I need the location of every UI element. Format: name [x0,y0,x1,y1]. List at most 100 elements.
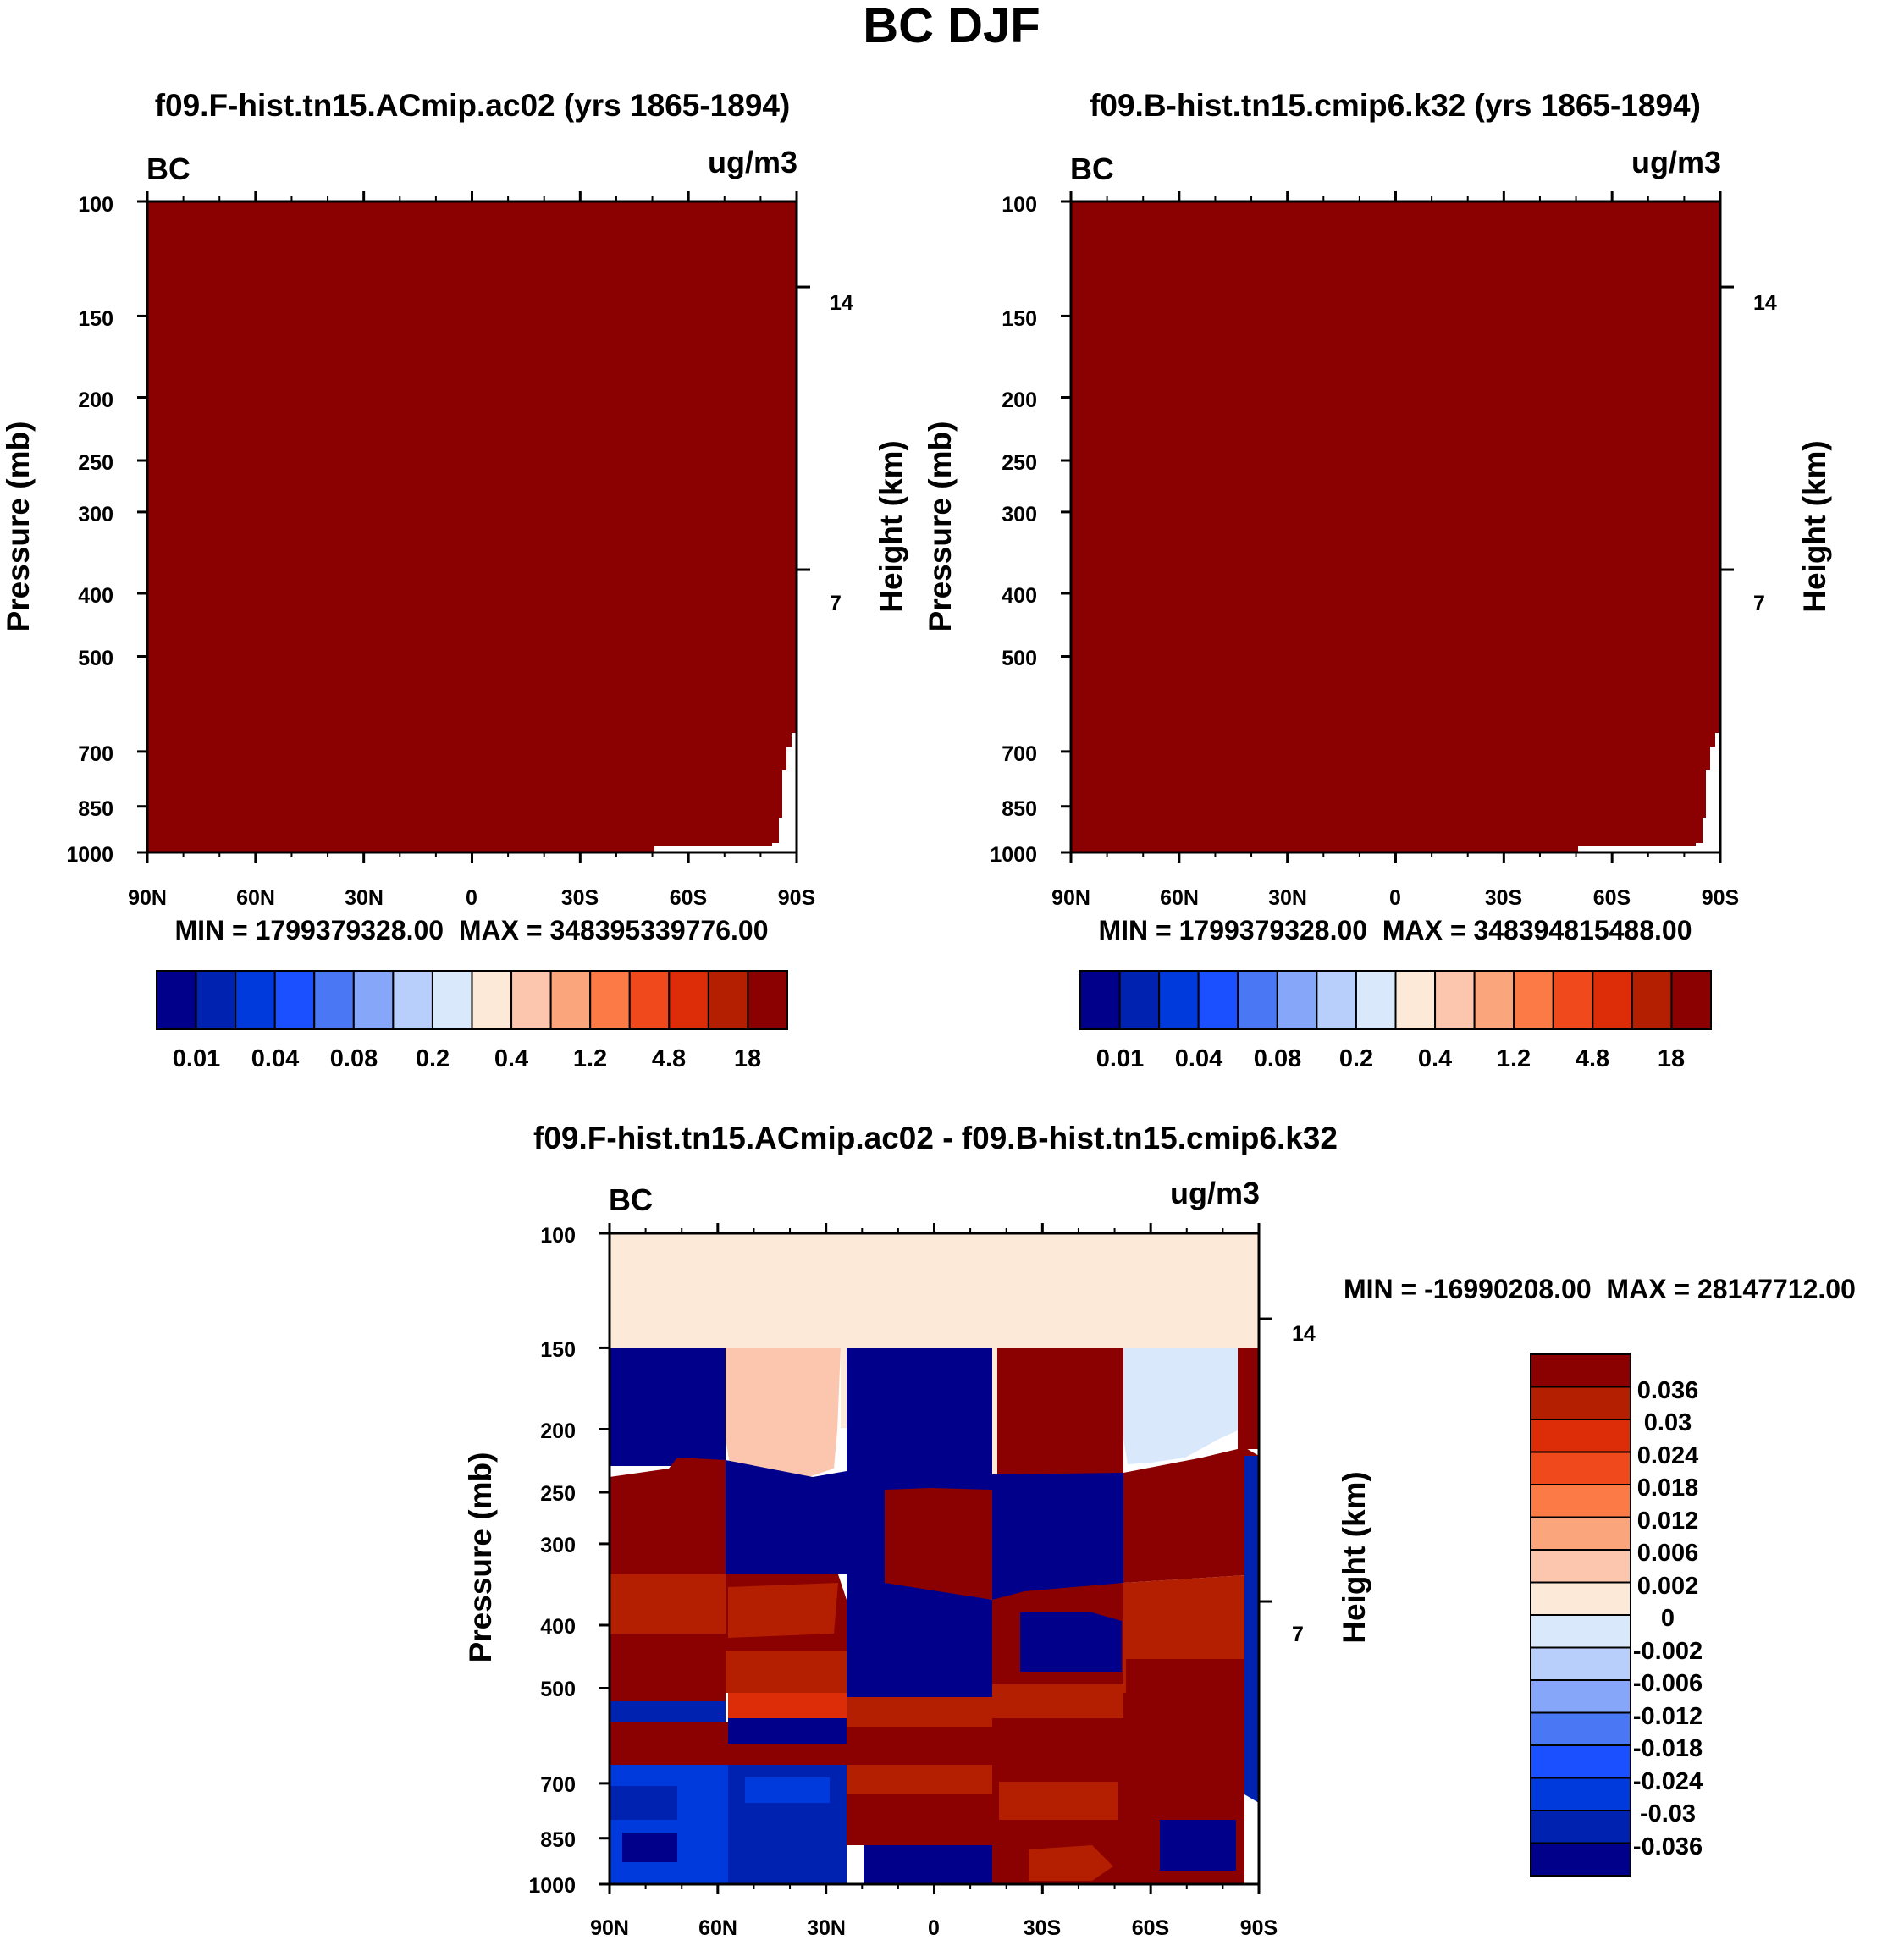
colorbar-swatch [1356,971,1396,1029]
panel-2-lat-tick: 90S [1702,886,1739,910]
colorbar-swatch [1531,1615,1631,1648]
panel-1-colorbar-labels: 0.01 0.04 0.08 0.2 0.4 1.2 4.8 18 [173,1045,761,1072]
colorbar-swatch [1531,1844,1631,1877]
panel-2-variable-label: BC [1070,152,1114,186]
colorbar-swatch [433,971,472,1029]
colorbar-swatch [472,971,512,1029]
colorbar-swatch [1396,971,1436,1029]
colorbar-swatch [1080,971,1120,1029]
colorbar-swatch [1632,971,1672,1029]
panel-2-height-ticks: 14 7 [1753,291,1777,615]
panel-1-lat-tick: 90N [128,886,167,910]
panel-3-colorbar [1531,1354,1631,1876]
panel-2-pressure-ticks: 100 150 200 250 300 400 500 700 850 1000 [990,193,1037,867]
panel-3-colorbar-label: 0.036 [1637,1377,1699,1404]
panel-3-lat-tick: 0 [928,1916,940,1940]
panel-2-pressure-tick: 700 [1002,742,1037,766]
panel-1-colorbar-label: 1.2 [573,1045,607,1072]
colorbar-swatch [393,971,433,1029]
panel-1-pressure-tick: 700 [78,742,113,766]
colorbar-swatch [1316,971,1356,1029]
panel-2-colorbar-label: 0.08 [1254,1045,1301,1072]
colorbar-swatch [551,971,591,1029]
panel-1-colorbar-label: 0.01 [173,1045,220,1072]
panel-2-colorbar-label: 0.2 [1339,1045,1373,1072]
panel-3-y2label: Height (km) [1337,1471,1371,1644]
panel-3-colorbar-label: 0.006 [1637,1540,1699,1567]
panel-2-colorbar-label: 4.8 [1576,1045,1609,1072]
colorbar-swatch [1671,971,1711,1029]
colorbar-swatch [1531,1518,1631,1551]
panel-3-colorbar-label: -0.012 [1633,1703,1703,1730]
panel-2-colorbar-label: 1.2 [1497,1045,1531,1072]
panel-1-units-label: ug/m3 [708,145,797,179]
panel-3-colorbar-label: 0.018 [1637,1474,1699,1502]
panel-2-pressure-tick: 500 [1002,647,1037,670]
panel-2-height-tick: 14 [1753,291,1777,315]
panel-1-lat-ticks: 90N 60N 30N 0 30S 60S 90S [128,886,815,910]
panel-2-title: f09.B-hist.tn15.cmip6.k32 (yrs 1865-1894… [1090,88,1701,123]
panel-1-pressure-tick: 100 [78,193,113,217]
panel-1-min-max: MIN = 1799379328.00 MAX = 348395339776.0… [175,915,769,945]
panel-2-pressure-tick: 100 [1002,193,1037,217]
panel-3-height-ticks: 14 7 [1292,1322,1316,1646]
panel-3-variable-label: BC [609,1182,653,1217]
panel-3-pressure-tick: 300 [540,1534,576,1557]
colorbar-swatch [196,971,236,1029]
colorbar-swatch [1514,971,1554,1029]
colorbar-swatch [709,971,748,1029]
panel-3-ylabel: Pressure (mb) [463,1452,498,1663]
figure: BC DJF f09.F-hist.tn15.ACmip.ac02 (yrs 1… [0,0,1904,1940]
panel-2-plot-field [1071,201,1720,852]
panel-2-units-label: ug/m3 [1631,145,1721,179]
colorbar-swatch [1159,971,1199,1029]
panel-3-pressure-tick: 200 [540,1419,576,1443]
panel-2-lat-tick: 60N [1160,886,1199,910]
colorbar-swatch [1531,1810,1631,1844]
panel-3-colorbar-label: -0.024 [1633,1768,1703,1795]
panel-3-pressure-tick: 250 [540,1482,576,1506]
panel-2-y2label: Height (km) [1797,440,1832,613]
panel-2-pressure-tick: 1000 [990,843,1037,867]
panel-2-pressure-tick: 400 [1002,584,1037,608]
panel-1-variable-label: BC [146,152,190,186]
panel-1-pressure-tick: 1000 [66,843,113,867]
panel-1: f09.F-hist.tn15.ACmip.ac02 (yrs 1865-189… [1,88,908,1072]
panel-1-colorbar-label: 0.4 [494,1045,528,1072]
panel-3-pressure-tick: 100 [540,1224,576,1248]
panel-2: f09.B-hist.tn15.cmip6.k32 (yrs 1865-1894… [923,88,1832,1072]
colorbar-swatch [1199,971,1239,1029]
page-title: BC DJF [863,0,1040,53]
panel-3-colorbar-label: 0.002 [1637,1573,1699,1600]
colorbar-swatch [1531,1387,1631,1420]
colorbar-swatch [1475,971,1515,1029]
panel-1-lat-tick: 30S [561,886,599,910]
panel-3-lat-ticks: 90N 60N 30N 0 30S 60S 90S [590,1916,1278,1940]
panel-3-height-tick: 7 [1292,1623,1304,1646]
colorbar-swatch [314,971,354,1029]
panel-2-lat-tick: 60S [1593,886,1631,910]
panel-1-title: f09.F-hist.tn15.ACmip.ac02 (yrs 1865-189… [155,88,791,123]
panel-3-colorbar-label: 0.03 [1644,1409,1692,1436]
panel-3-colorbar-label: -0.006 [1633,1670,1703,1697]
panel-1-pressure-tick: 150 [78,307,113,331]
colorbar-swatch [1554,971,1593,1029]
panel-3-colorbar-label: -0.002 [1633,1638,1703,1665]
panel-2-colorbar-label: 0.01 [1096,1045,1144,1072]
panel-3-colorbar-label: -0.03 [1640,1800,1696,1827]
panel-3-lat-tick: 60N [698,1916,737,1940]
colorbar-swatch [630,971,670,1029]
panel-1-pressure-tick: 300 [78,503,113,526]
panel-2-pressure-tick: 850 [1002,797,1037,821]
colorbar-swatch [1531,1452,1631,1485]
colorbar-swatch [1531,1778,1631,1811]
colorbar-swatch [511,971,551,1029]
panel-2-colorbar-label: 0.04 [1175,1045,1222,1072]
panel-1-pressure-tick: 250 [78,451,113,475]
panel-1-lat-tick: 30N [345,886,384,910]
panel-1-pressure-ticks: 100 150 200 250 300 400 500 700 850 1000 [66,193,113,867]
panel-1-colorbar-label: 4.8 [652,1045,686,1072]
panel-3-pressure-tick: 500 [540,1678,576,1701]
panel-3-colorbar-label: 0 [1661,1605,1675,1632]
panel-3-lat-tick: 90N [590,1916,629,1940]
